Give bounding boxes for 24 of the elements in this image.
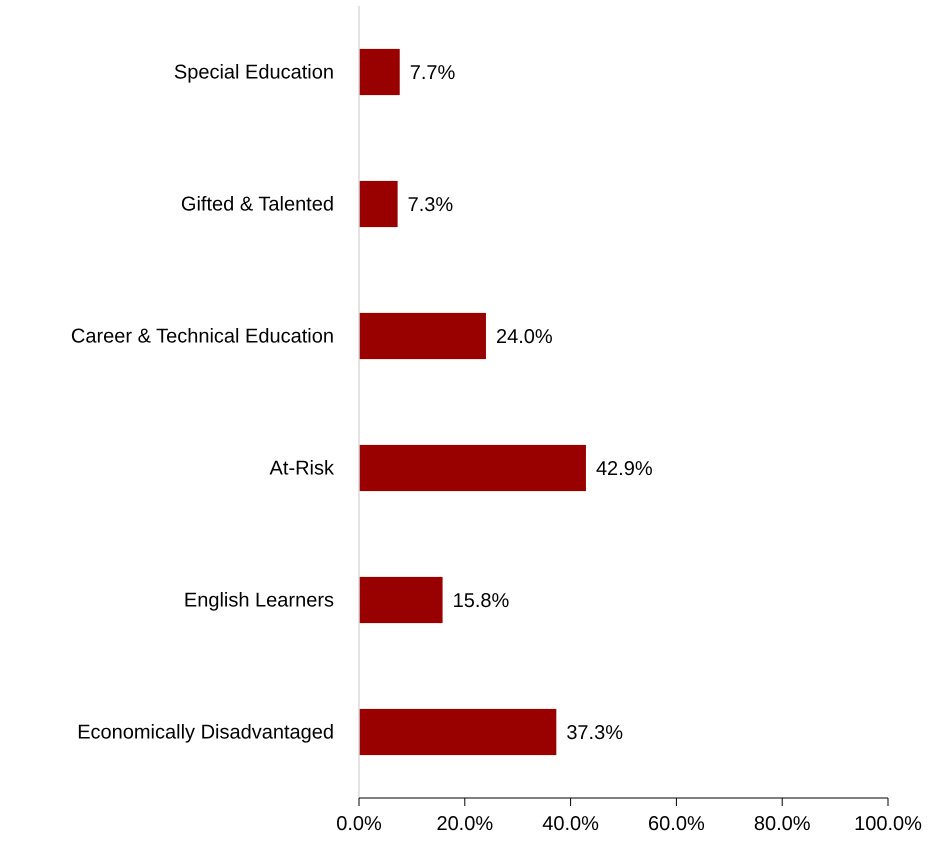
bar <box>359 180 398 228</box>
y-tick-label: Career & Technical Education <box>70 325 334 348</box>
bar <box>359 312 486 360</box>
bar <box>359 576 443 624</box>
data-label: 15.8% <box>452 590 510 612</box>
y-tick-label: English Learners <box>184 589 334 612</box>
x-tick-label: 0.0% <box>336 813 382 836</box>
y-tick-label: Special Education <box>174 61 334 84</box>
bar <box>359 708 556 756</box>
x-tick-label: 80.0% <box>754 813 811 836</box>
x-tick-label: 60.0% <box>648 813 705 836</box>
bar <box>359 444 586 492</box>
y-tick-label: At-Risk <box>270 457 335 480</box>
data-label: 24.0% <box>496 326 553 348</box>
x-tick-label: 20.0% <box>436 813 494 836</box>
data-label: 7.3% <box>408 194 454 216</box>
data-label: 37.3% <box>566 722 624 744</box>
x-tick-label: 100.0% <box>854 813 922 836</box>
x-tick-label: 40.0% <box>542 813 600 836</box>
y-tick-label: Gifted & Talented <box>180 193 334 216</box>
bar <box>359 48 400 96</box>
y-tick-label: Economically Disadvantaged <box>77 721 334 744</box>
data-label: 7.7% <box>410 62 456 84</box>
data-label: 42.9% <box>596 458 653 480</box>
